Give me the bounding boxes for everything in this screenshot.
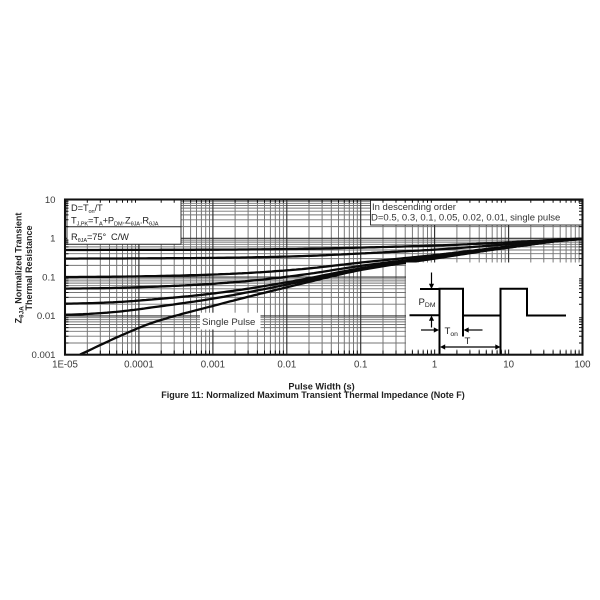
svg-text:10: 10 (45, 195, 56, 206)
svg-text:D=0.5, 0.3, 0.1, 0.05, 0.02, 0: D=0.5, 0.3, 0.1, 0.05, 0.02, 0.01, singl… (371, 212, 560, 223)
svg-text:0.0001: 0.0001 (124, 360, 154, 371)
svg-text:Single Pulse: Single Pulse (202, 317, 255, 328)
svg-text:1: 1 (50, 234, 55, 245)
svg-text:TJ,PK=TA+PDM.ZθJA.RθJA: TJ,PK=TA+PDM.ZθJA.RθJA (71, 216, 159, 228)
svg-text:In descending order: In descending order (372, 202, 456, 213)
svg-text:0.1: 0.1 (42, 272, 55, 283)
svg-text:T: T (465, 336, 471, 347)
svg-text:0.001: 0.001 (201, 360, 225, 371)
svg-text:100: 100 (574, 360, 591, 371)
svg-text:Figure 11: Normalized Maximum: Figure 11: Normalized Maximum Transient … (161, 390, 465, 400)
svg-text:10: 10 (503, 360, 514, 371)
svg-text:Thermal Resistance: Thermal Resistance (24, 225, 34, 310)
svg-text:0.01: 0.01 (277, 360, 296, 371)
svg-text:D=Ton/T: D=Ton/T (71, 203, 103, 215)
svg-text:1: 1 (432, 360, 437, 371)
svg-text:Pulse Width (s): Pulse Width (s) (288, 382, 354, 392)
svg-text:ZθJA Normalized Transient: ZθJA Normalized Transient (14, 213, 26, 324)
svg-text:0.1: 0.1 (354, 360, 367, 371)
svg-text:0.01: 0.01 (37, 311, 56, 322)
svg-text:1E-05: 1E-05 (52, 360, 78, 371)
svg-text:0.001: 0.001 (31, 350, 55, 361)
